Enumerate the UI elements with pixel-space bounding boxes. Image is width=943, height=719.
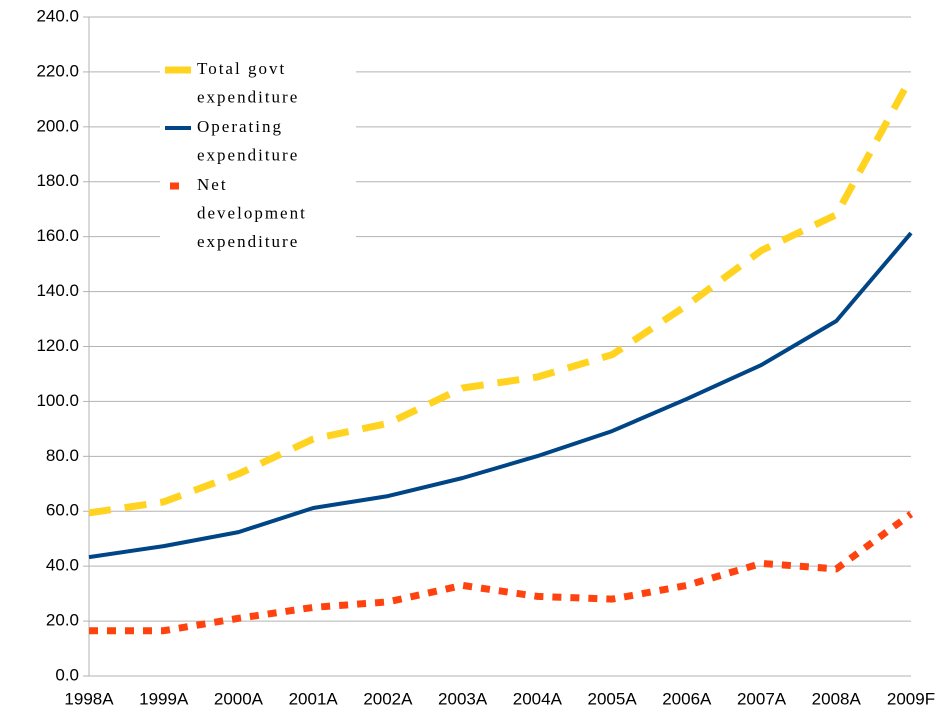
y-tick-label: 200.0 <box>36 116 79 135</box>
data-line <box>88 75 915 517</box>
y-tick-label: 240.0 <box>36 6 79 25</box>
y-tick-label: 80.0 <box>46 446 79 465</box>
legend-box <box>160 56 356 256</box>
x-tick-label: 2009F <box>887 689 935 708</box>
y-tick-label: 180.0 <box>36 171 79 190</box>
x-tick-label: 2007A <box>737 689 787 708</box>
x-tick-label: 2005A <box>588 689 638 708</box>
data-line <box>89 511 914 635</box>
x-tick-label: 2006A <box>662 689 712 708</box>
y-tick-label: 100.0 <box>36 391 79 410</box>
legend-label: Operating expenditure <box>197 117 299 165</box>
y-tick-label: 120.0 <box>36 336 79 355</box>
x-tick-label: 2002A <box>363 689 413 708</box>
y-tick-label: 220.0 <box>36 61 79 80</box>
y-tick-label: 60.0 <box>46 501 79 520</box>
x-tick-label: 1999A <box>139 689 189 708</box>
y-tick-label: 20.0 <box>46 611 79 630</box>
legend-label: Net development expenditure <box>197 175 307 251</box>
y-tick-label: 0.0 <box>55 665 79 684</box>
y-tick-label: 140.0 <box>36 281 79 300</box>
x-tick-label: 2001A <box>289 689 339 708</box>
legend: Total govt expenditure Operating expenditur… <box>160 56 356 256</box>
legend-label: Total govt expenditure <box>197 59 299 107</box>
x-tick-label: 1998A <box>64 689 114 708</box>
x-tick-label: 2003A <box>438 689 488 708</box>
x-tick-label: 2000A <box>214 689 264 708</box>
y-tick-label: 40.0 <box>46 556 79 575</box>
x-tick-label: 2004A <box>513 689 563 708</box>
y-tick-label: 160.0 <box>36 226 79 245</box>
x-tick-label: 2008A <box>812 689 862 708</box>
data-line <box>88 231 913 560</box>
